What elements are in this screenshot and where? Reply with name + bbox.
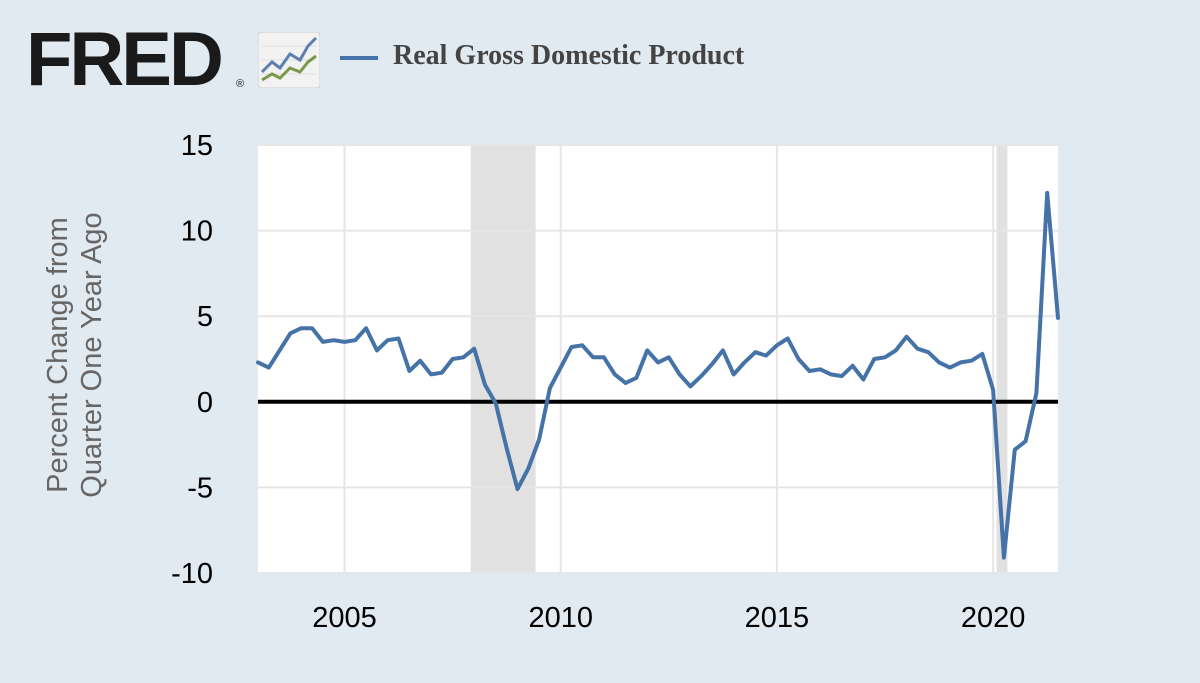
y-tick-label-15: 15 — [181, 130, 213, 162]
gridlines — [258, 144, 1058, 574]
chart-header: FRED ® Real Gross Domestic Product — [0, 0, 1200, 110]
registered-mark: ® — [236, 78, 245, 90]
y-tick-label-5: 5 — [197, 301, 213, 333]
y-tick-label--10: -10 — [171, 558, 213, 590]
series-group — [256, 190, 1060, 560]
x-tick-label-2005: 2005 — [312, 602, 377, 634]
recession-band-2 — [996, 145, 1008, 573]
plot-area — [258, 145, 1058, 573]
recession-band-1 — [470, 145, 536, 573]
y-tick-label-10: 10 — [181, 216, 213, 248]
series-line-1 — [256, 190, 1060, 560]
legend-label[interactable]: Real Gross Domestic Product — [393, 40, 745, 71]
x-tick-labels: 2005 2010 2015 2020 — [312, 602, 1025, 634]
y-tick-labels: 15 10 5 0 -5 -10 — [171, 130, 213, 590]
x-tick-label-2020: 2020 — [961, 602, 1026, 634]
x-tick-label-2010: 2010 — [528, 602, 593, 634]
x-tick-label-2015: 2015 — [745, 602, 810, 634]
fred-logo[interactable]: FRED — [26, 17, 224, 102]
y-tick-label--5: -5 — [187, 472, 213, 504]
legend-swatch-rect — [340, 56, 378, 60]
y-tick-label-0: 0 — [197, 387, 213, 419]
recession-bands — [470, 145, 1008, 573]
legend-line-swatch — [340, 56, 378, 60]
fred-chart-icon — [258, 32, 320, 88]
